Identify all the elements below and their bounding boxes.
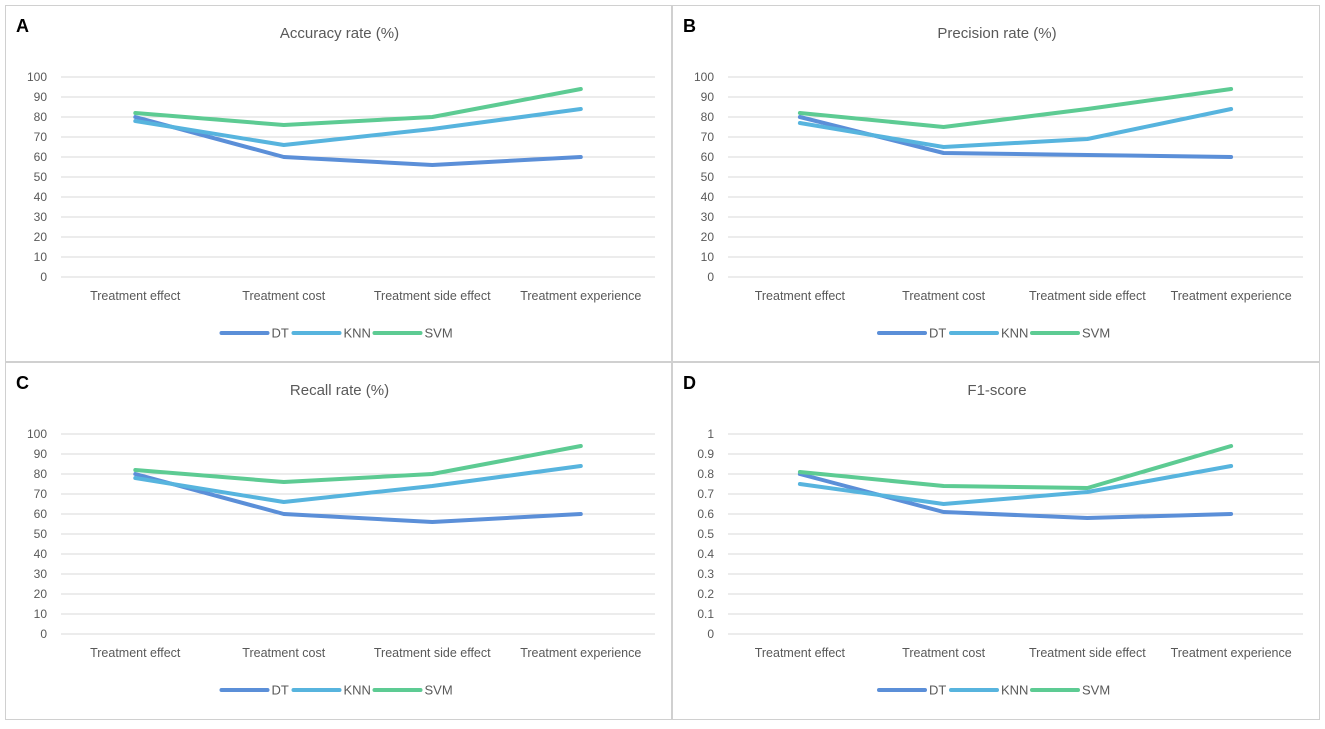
legend-label-dt: DT xyxy=(929,683,946,698)
y-tick-label: 90 xyxy=(34,447,48,461)
y-tick-label: 40 xyxy=(34,547,48,561)
series-line-knn xyxy=(797,464,1234,506)
chart-panel-b: B Precision rate (%) 0 10 20 30 40 50 60 70 80 90 1… xyxy=(672,5,1320,362)
chart-title: Precision rate (%) xyxy=(937,25,1056,42)
y-tick-label: 70 xyxy=(701,130,715,144)
legend-label-dt: DT xyxy=(272,683,289,698)
chart-title: Accuracy rate (%) xyxy=(280,25,399,42)
x-tick-label: Treatment effect xyxy=(90,289,181,303)
y-tick-label: 30 xyxy=(34,567,48,581)
y-tick-label: 50 xyxy=(34,527,48,541)
y-tick-label: 0.9 xyxy=(697,447,714,461)
y-tick-label: 90 xyxy=(34,90,48,104)
y-tick-label: 0.5 xyxy=(697,527,714,541)
y-tick-label: 50 xyxy=(34,170,48,184)
x-tick-label: Treatment experience xyxy=(520,289,641,303)
panel-letter: A xyxy=(16,16,29,36)
y-tick-label: 50 xyxy=(701,170,715,184)
x-tick-label: Treatment cost xyxy=(902,646,985,660)
chart-panel-a: A Accuracy rate (%) 0 10 20 30 40 50 60 70 80 90 10… xyxy=(5,5,672,362)
legend-label-knn: KNN xyxy=(344,326,371,341)
legend-label-knn: KNN xyxy=(344,683,371,698)
panel-letter: B xyxy=(683,16,696,36)
y-tick-label: 0.2 xyxy=(697,587,714,601)
series-line-dt xyxy=(133,115,583,167)
series-line-svm xyxy=(133,444,583,484)
y-tick-label: 100 xyxy=(694,70,714,84)
y-tick-label: 0.3 xyxy=(697,567,714,581)
y-tick-label: 40 xyxy=(34,190,48,204)
y-tick-label: 10 xyxy=(34,607,48,621)
legend-label-svm: SVM xyxy=(1082,326,1110,341)
legend-label-knn: KNN xyxy=(1001,326,1028,341)
y-tick-label: 20 xyxy=(701,230,715,244)
legend-label-dt: DT xyxy=(272,326,289,341)
x-tick-label: Treatment cost xyxy=(902,289,985,303)
y-tick-label: 100 xyxy=(27,70,47,84)
y-tick-label: 60 xyxy=(34,507,48,521)
chart-panel-c: C Recall rate (%) 0 10 20 30 40 50 60 70 80 90 100 T… xyxy=(5,362,672,720)
x-tick-label: Treatment experience xyxy=(1171,289,1292,303)
x-tick-label: Treatment side effect xyxy=(374,289,491,303)
series-line-knn xyxy=(133,107,583,147)
x-tick-label: Treatment effect xyxy=(90,646,181,660)
y-tick-label: 0.8 xyxy=(697,467,714,481)
x-tick-label: Treatment effect xyxy=(755,289,846,303)
chart-title: F1-score xyxy=(967,382,1026,399)
y-tick-label: 90 xyxy=(701,90,715,104)
line-chart: Accuracy rate (%) 0 10 20 30 40 50 60 70 80 90 100 T… xyxy=(27,25,655,341)
legend-label-knn: KNN xyxy=(1001,683,1028,698)
chart-panel-d: D F1-score 0 0.1 0.2 0.3 0.4 0.5 0.6 0.7 0.8 0.9 1 T… xyxy=(672,362,1320,720)
series-line-svm xyxy=(133,87,583,127)
y-tick-label: 0 xyxy=(40,627,47,641)
series-line-knn xyxy=(797,107,1234,149)
x-tick-label: Treatment experience xyxy=(520,646,641,660)
x-tick-label: Treatment side effect xyxy=(1029,289,1146,303)
y-tick-label: 0.6 xyxy=(697,507,714,521)
legend-label-dt: DT xyxy=(929,326,946,341)
y-tick-label: 0.1 xyxy=(697,607,714,621)
y-tick-label: 20 xyxy=(34,587,48,601)
y-tick-label: 1 xyxy=(707,427,714,441)
y-tick-label: 80 xyxy=(34,110,48,124)
x-tick-label: Treatment side effect xyxy=(374,646,491,660)
y-tick-label: 40 xyxy=(701,190,715,204)
y-tick-label: 70 xyxy=(34,130,48,144)
x-tick-label: Treatment side effect xyxy=(1029,646,1146,660)
legend-label-svm: SVM xyxy=(425,683,453,698)
y-tick-label: 10 xyxy=(701,250,715,264)
y-tick-label: 0.7 xyxy=(697,487,714,501)
x-tick-label: Treatment cost xyxy=(242,289,325,303)
line-chart: F1-score 0 0.1 0.2 0.3 0.4 0.5 0.6 0.7 0.8 0.9 1 Tre… xyxy=(697,382,1303,698)
panel-letter: D xyxy=(683,373,696,393)
line-chart: Precision rate (%) 0 10 20 30 40 50 60 70 80 90 100… xyxy=(694,25,1303,341)
y-tick-label: 0 xyxy=(707,627,714,641)
y-tick-label: 80 xyxy=(701,110,715,124)
y-tick-label: 30 xyxy=(34,210,48,224)
y-tick-label: 60 xyxy=(34,150,48,164)
y-tick-label: 0.4 xyxy=(697,547,714,561)
chart-title: Recall rate (%) xyxy=(290,382,389,399)
y-tick-label: 0 xyxy=(40,270,47,284)
y-tick-label: 10 xyxy=(34,250,48,264)
legend-label-svm: SVM xyxy=(425,326,453,341)
y-tick-label: 0 xyxy=(707,270,714,284)
y-tick-label: 70 xyxy=(34,487,48,501)
x-tick-label: Treatment experience xyxy=(1171,646,1292,660)
x-tick-label: Treatment cost xyxy=(242,646,325,660)
y-tick-label: 30 xyxy=(701,210,715,224)
series-line-svm xyxy=(797,444,1234,490)
panel-letter: C xyxy=(16,373,29,393)
line-chart: Recall rate (%) 0 10 20 30 40 50 60 70 80 90 100 Tre… xyxy=(27,382,655,698)
series-line-svm xyxy=(797,87,1234,129)
y-tick-label: 80 xyxy=(34,467,48,481)
series-line-dt xyxy=(133,472,583,524)
x-tick-label: Treatment effect xyxy=(755,646,846,660)
legend-label-svm: SVM xyxy=(1082,683,1110,698)
y-tick-label: 60 xyxy=(701,150,715,164)
y-tick-label: 100 xyxy=(27,427,47,441)
series-line-knn xyxy=(133,464,583,504)
y-tick-label: 20 xyxy=(34,230,48,244)
